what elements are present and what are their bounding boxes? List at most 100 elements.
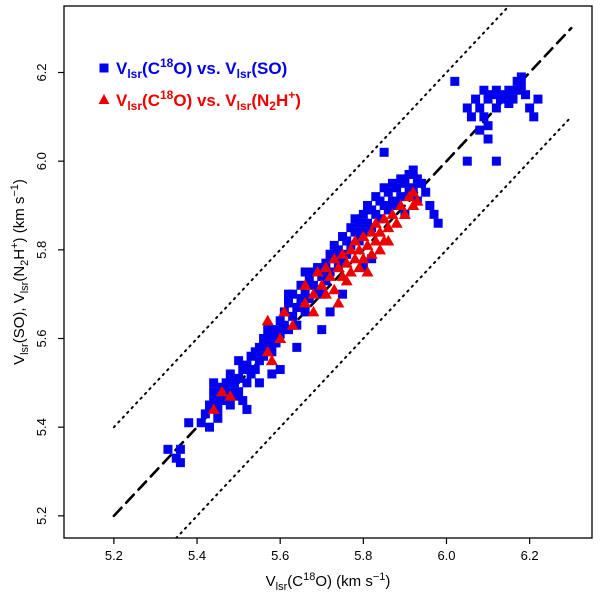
- data-point-so: [292, 320, 302, 330]
- data-point-n2h: [307, 288, 320, 299]
- y-tick-label: 5.2: [34, 507, 49, 525]
- y-tick-label: 5.8: [34, 241, 49, 259]
- data-point-so: [325, 307, 335, 317]
- data-point-so: [425, 201, 435, 210]
- x-tick-label: 6.2: [521, 548, 539, 563]
- data-point-so: [209, 378, 219, 388]
- data-point-so: [417, 178, 427, 188]
- data-point-so: [300, 267, 310, 277]
- data-point-n2h: [215, 385, 228, 397]
- data-point-so: [234, 356, 244, 366]
- data-point-so: [479, 112, 489, 122]
- data-point-so: [491, 85, 501, 95]
- data-point-n2h: [373, 226, 386, 237]
- legend: Vlsr(C18O) vs. Vlsr(SO) Vlsr(C18O) vs. V…: [98, 56, 301, 113]
- data-point-n2h: [324, 270, 337, 281]
- data-point-n2h: [378, 212, 391, 224]
- data-point-n2h: [353, 243, 366, 255]
- data-point-so: [475, 103, 485, 113]
- data-point-n2h: [319, 261, 332, 273]
- data-point-n2h: [265, 354, 278, 366]
- data-point-so: [491, 156, 501, 166]
- data-point-so: [267, 369, 277, 379]
- data-point-n2h: [369, 217, 382, 228]
- data-point-so: [242, 360, 252, 370]
- data-point-so: [317, 325, 327, 335]
- data-point-n2h: [344, 266, 357, 277]
- data-point-so: [462, 156, 472, 166]
- data-point-so: [338, 289, 348, 299]
- data-point-so: [508, 94, 518, 104]
- data-point-n2h: [332, 297, 345, 308]
- data-point-n2h: [349, 234, 362, 246]
- data-point-so: [254, 378, 264, 388]
- data-point-n2h: [361, 239, 374, 250]
- data-point-so: [483, 121, 493, 131]
- data-point-so: [462, 103, 472, 113]
- data-point-so: [383, 205, 393, 215]
- data-point-n2h: [390, 217, 403, 228]
- data-point-n2h: [398, 208, 411, 219]
- data-point-n2h: [224, 390, 237, 401]
- data-point-so: [221, 378, 231, 388]
- data-point-n2h: [286, 319, 299, 330]
- upper-bound-line: [112, 6, 511, 429]
- data-point-n2h: [365, 248, 378, 259]
- data-point-n2h: [386, 208, 399, 219]
- y-tick-label: 5.6: [34, 329, 49, 347]
- x-tick-label: 5.2: [105, 548, 123, 563]
- data-point-n2h: [357, 252, 370, 264]
- data-point-so: [533, 94, 543, 104]
- data-point-n2h: [207, 403, 220, 414]
- data-point-n2h: [349, 252, 362, 264]
- data-point-so: [234, 387, 244, 397]
- data-point-so: [491, 103, 501, 113]
- data-point-so: [292, 342, 302, 352]
- data-point-so: [288, 311, 298, 321]
- data-point-n2h: [311, 266, 324, 277]
- data-point-so: [450, 76, 460, 86]
- data-point-so: [296, 280, 306, 290]
- data-point-so: [267, 347, 277, 357]
- data-point-so: [516, 81, 526, 91]
- data-point-n2h: [278, 305, 291, 317]
- data-point-n2h: [407, 186, 420, 197]
- data-point-so: [200, 409, 210, 419]
- y-tick-label: 6.0: [34, 152, 49, 170]
- data-point-n2h: [340, 274, 353, 286]
- data-point-so: [205, 422, 215, 432]
- data-point-n2h: [369, 234, 382, 246]
- data-point-so: [213, 413, 223, 423]
- data-point-n2h: [357, 230, 370, 242]
- lower-bound-line: [174, 115, 573, 538]
- data-point-so: [175, 444, 185, 454]
- data-point-n2h: [261, 345, 274, 357]
- data-point-so: [520, 90, 530, 100]
- data-point-n2h: [365, 226, 378, 237]
- data-point-so: [238, 396, 248, 406]
- data-point-so: [525, 103, 535, 113]
- data-point-so: [250, 365, 260, 375]
- data-point-so: [333, 245, 343, 255]
- data-point-so: [379, 147, 389, 157]
- x-tick-label: 5.6: [271, 548, 289, 563]
- legend-label-n2h: Vlsr(C18O) vs. Vlsr(N2H+): [116, 88, 301, 113]
- data-point-so: [225, 369, 235, 379]
- data-point-so: [234, 373, 244, 383]
- data-point-so: [242, 404, 252, 414]
- data-point-so: [400, 178, 410, 188]
- data-point-n2h: [261, 314, 274, 326]
- data-point-n2h: [411, 195, 424, 206]
- data-point-so: [242, 378, 252, 388]
- x-tick-label: 5.8: [354, 548, 372, 563]
- data-point-so: [358, 209, 368, 219]
- data-point-so: [259, 334, 269, 343]
- data-point-so: [284, 298, 294, 308]
- data-point-so: [429, 209, 439, 219]
- data-point-so: [184, 418, 194, 428]
- data-point-so: [317, 289, 327, 299]
- data-point-n2h: [394, 199, 407, 210]
- data-point-so: [292, 302, 302, 312]
- data-point-n2h: [332, 261, 345, 273]
- data-point-so: [358, 263, 368, 273]
